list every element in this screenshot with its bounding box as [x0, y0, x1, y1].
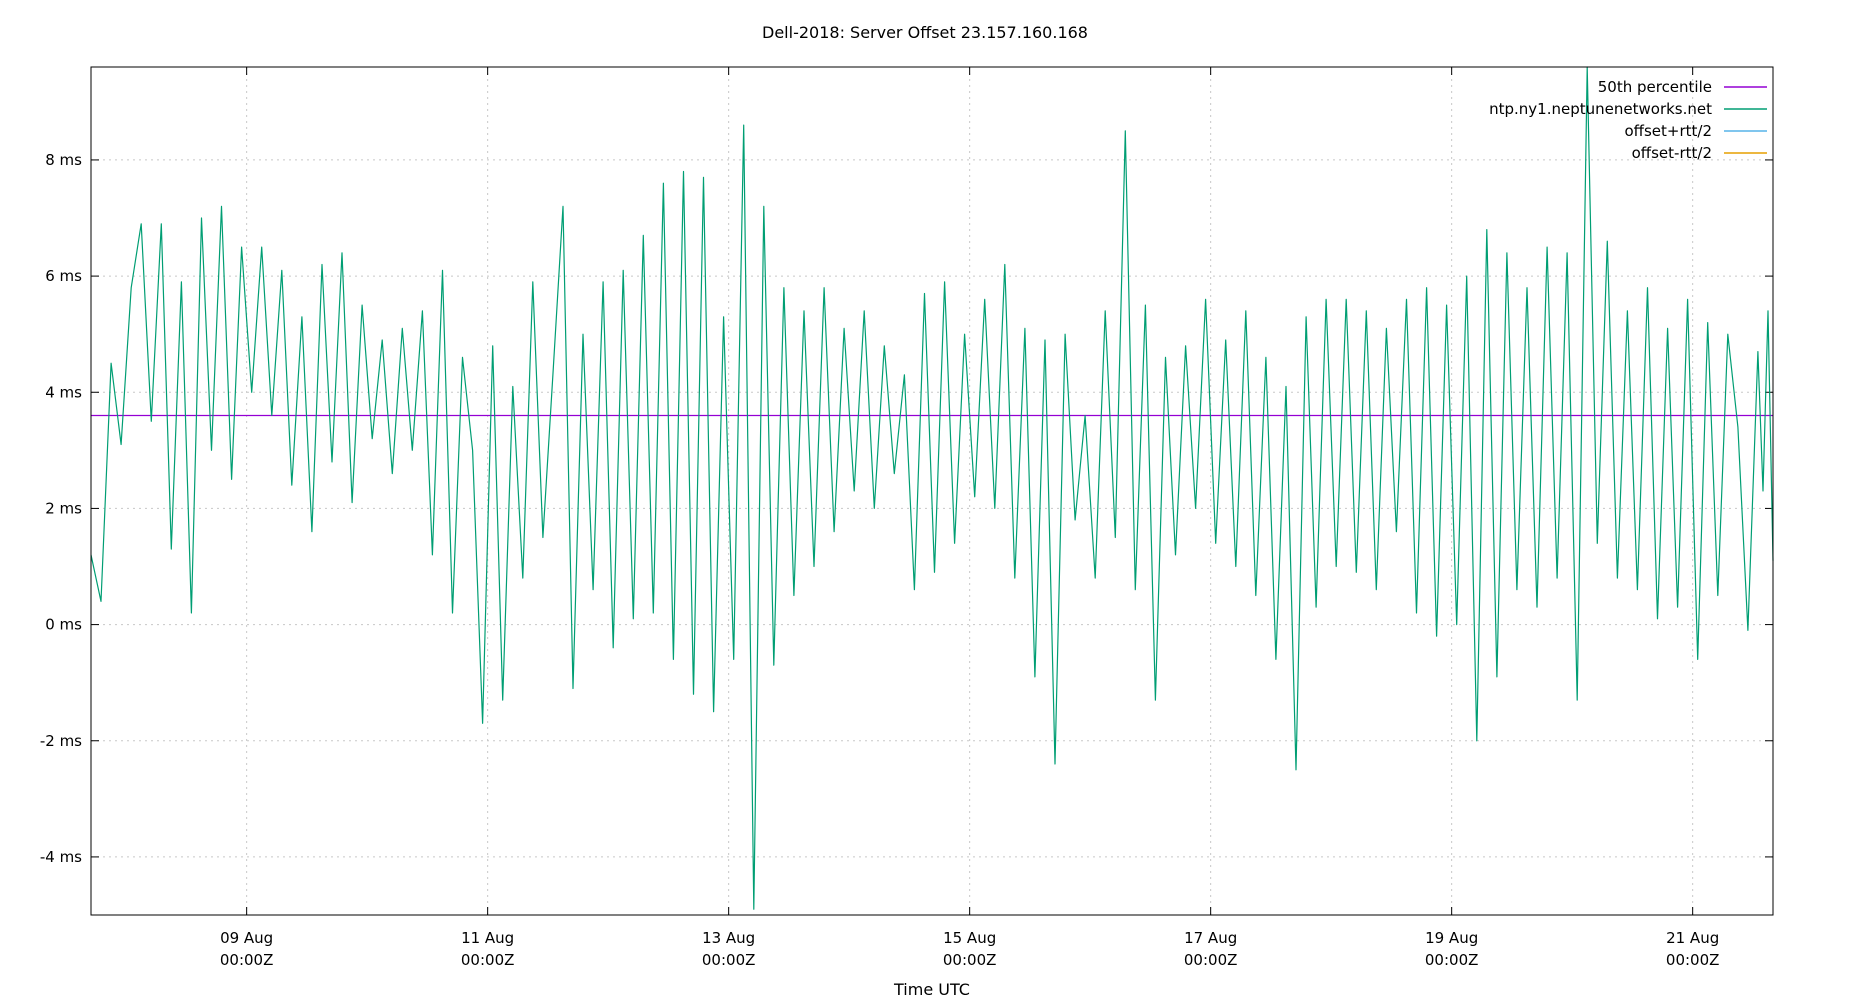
- x-tick-label-time: 00:00Z: [702, 951, 756, 969]
- legend: 50th percentile ntp.ny1.neptunenetworks.n…: [1489, 78, 1767, 162]
- y-tick-label: 4 ms: [45, 383, 82, 401]
- plot-series: [90, 66, 1774, 910]
- offset-series-line: [90, 66, 1774, 910]
- x-tick-label-date: 19 Aug: [1425, 929, 1478, 947]
- y-tick-label: 8 ms: [45, 151, 82, 169]
- x-tick-label-time: 00:00Z: [943, 951, 997, 969]
- y-axis: -4 ms -2 ms 0 ms 2 ms 4 ms 6 ms 8 ms: [40, 151, 1773, 866]
- x-axis: 09 Aug 00:00Z 11 Aug 00:00Z 13 Aug 00:00Z 15 A…: [220, 67, 1720, 969]
- x-tick-label-date: 21 Aug: [1666, 929, 1719, 947]
- chart-title: Dell-2018: Server Offset 23.157.160.168: [762, 23, 1088, 42]
- y-tick-label: 0 ms: [45, 616, 82, 634]
- x-tick-label-time: 00:00Z: [1666, 951, 1720, 969]
- x-tick-label-date: 17 Aug: [1184, 929, 1237, 947]
- legend-label: offset+rtt/2: [1624, 122, 1712, 140]
- y-tick-label: 2 ms: [45, 499, 82, 517]
- x-tick-label-date: 15 Aug: [943, 929, 996, 947]
- x-tick-label-time: 00:00Z: [220, 951, 274, 969]
- legend-label: 50th percentile: [1598, 78, 1712, 96]
- y-tick-label: -2 ms: [40, 732, 82, 750]
- x-tick-label-time: 00:00Z: [461, 951, 515, 969]
- x-tick-label-time: 00:00Z: [1184, 951, 1238, 969]
- x-axis-label: Time UTC: [893, 980, 970, 999]
- y-tick-label: -4 ms: [40, 848, 82, 866]
- x-tick-label-date: 09 Aug: [220, 929, 273, 947]
- y-tick-label: 6 ms: [45, 267, 82, 285]
- plot-frame: [90, 66, 1774, 916]
- x-tick-label-date: 13 Aug: [702, 929, 755, 947]
- x-tick-label-date: 11 Aug: [461, 929, 514, 947]
- x-tick-label-time: 00:00Z: [1425, 951, 1479, 969]
- legend-label: offset-rtt/2: [1632, 144, 1712, 162]
- legend-label: ntp.ny1.neptunenetworks.net: [1489, 100, 1712, 118]
